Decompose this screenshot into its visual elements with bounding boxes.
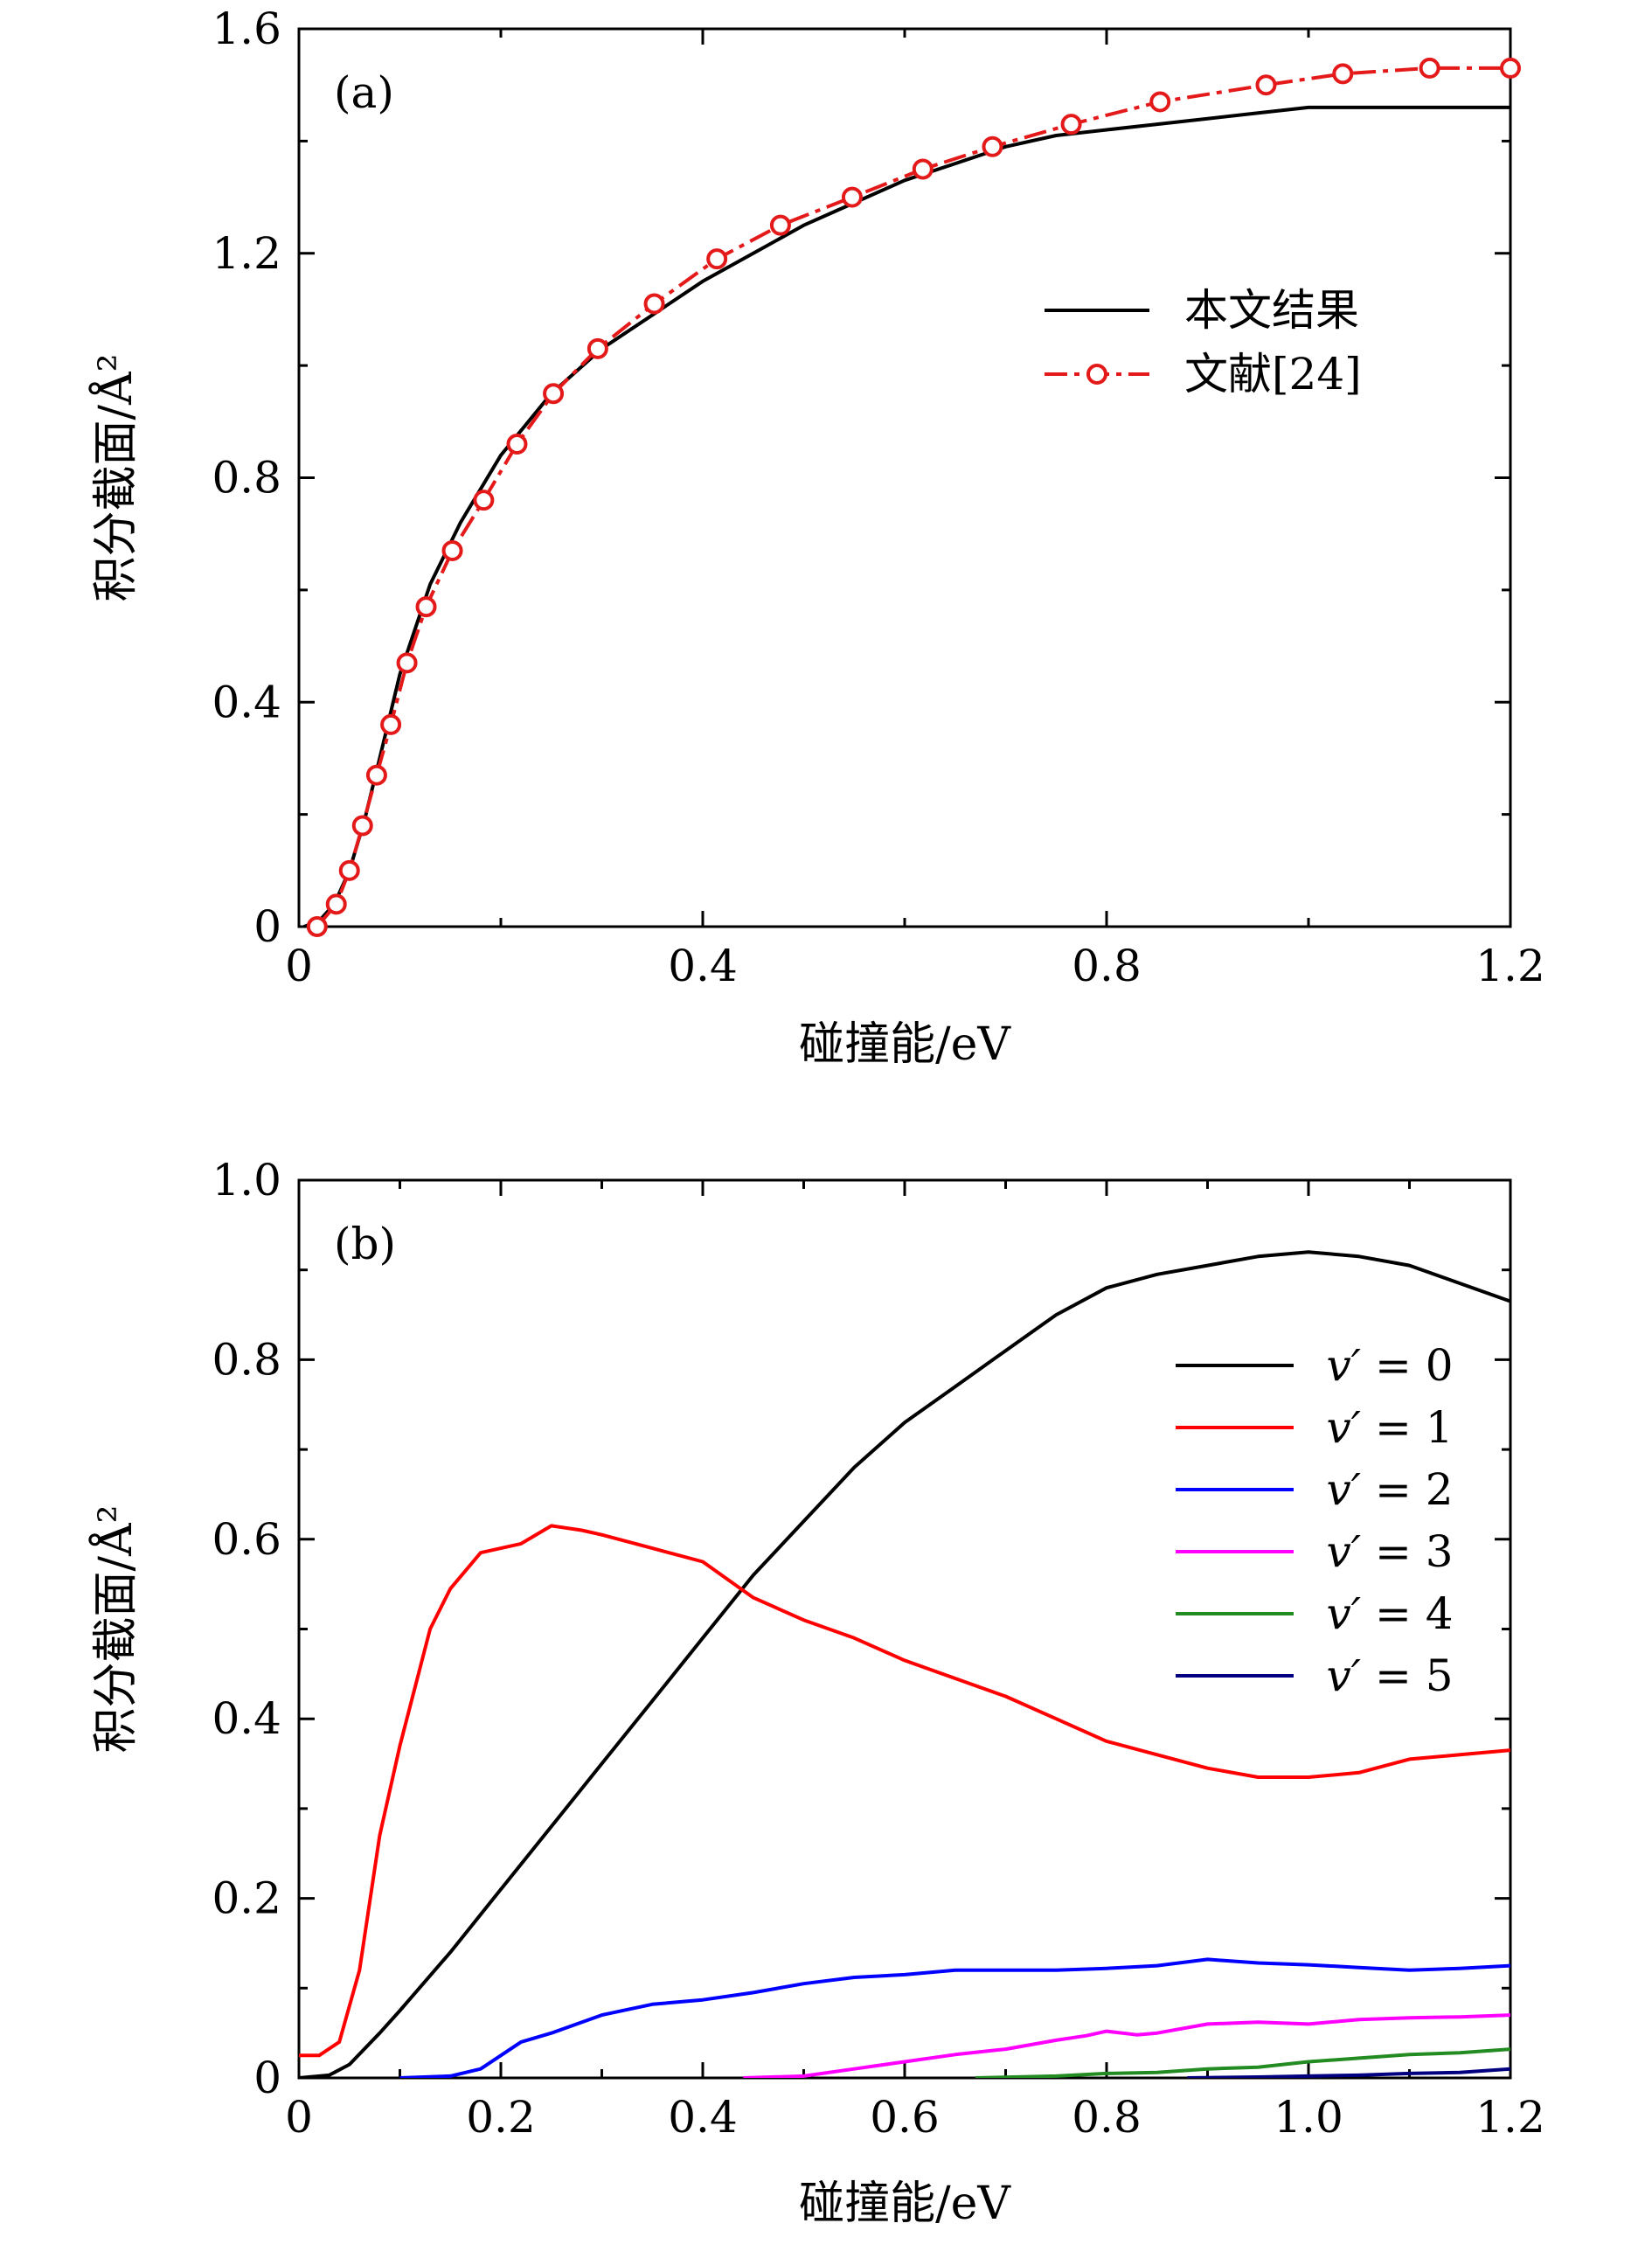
y-tick-label: 0.8 — [212, 453, 281, 504]
data-point-marker — [506, 433, 528, 455]
data-point-marker — [325, 893, 347, 915]
y-tick-label: 1.6 — [212, 3, 281, 54]
data-point-marker — [643, 293, 665, 315]
x-tick-label: 0.6 — [870, 2092, 940, 2143]
y-tick-label: 0.6 — [212, 1514, 281, 1565]
legend-equals: = — [1361, 1526, 1426, 1577]
panel-label: (b) — [334, 1219, 396, 1269]
legend-label-5: v′ = 5 — [1326, 1650, 1453, 1701]
legend-math-value: 0 — [1426, 1340, 1454, 1391]
chart-panel-a: 0 0.4 0.8 1.2 0 0.4 0.8 1.2 1.6 碰撞能/eV 积分截面/Å² (a) 本… — [88, 3, 1545, 1071]
legend-equals: = — [1361, 1340, 1426, 1391]
legend-equals: = — [1361, 1464, 1426, 1515]
legend-math-var: v′ — [1326, 1526, 1361, 1577]
legend-marker — [1086, 364, 1107, 385]
y-tick-label: 1.2 — [212, 228, 281, 279]
data-point-marker — [365, 764, 387, 786]
legend-math-var: v′ — [1326, 1588, 1361, 1639]
x-tick-label: 0.4 — [668, 2092, 738, 2143]
y-tick-label: 0.8 — [212, 1334, 281, 1385]
legend-math-value: 1 — [1426, 1402, 1454, 1453]
data-point-marker — [380, 713, 402, 735]
x-tick-label: 0.8 — [1072, 941, 1142, 991]
x-tick-label: 1.2 — [1475, 941, 1545, 991]
legend-label-1: 文献[24] — [1184, 349, 1362, 399]
legend-math-var: v′ — [1326, 1402, 1361, 1453]
x-tick-label: 1.2 — [1475, 2092, 1545, 2143]
data-point-marker — [912, 158, 934, 180]
legend-label-3: v′ = 3 — [1326, 1526, 1453, 1577]
x-tick-label: 0 — [285, 2092, 313, 2143]
legend-math-value: 3 — [1426, 1526, 1454, 1577]
y-tick-label: 0 — [253, 2053, 281, 2103]
y-axis-title: 积分截面/Å² — [88, 354, 142, 602]
x-axis-title: 碰撞能/eV — [799, 2178, 1011, 2230]
series-line-2 — [399, 1957, 1510, 2078]
data-point-marker — [1149, 91, 1171, 113]
series-line-3 — [743, 2013, 1510, 2078]
legend-equals: = — [1361, 1588, 1426, 1639]
y-tick-label: 0 — [253, 901, 281, 952]
y-tick-label: 0.4 — [212, 1693, 281, 1744]
legend-math-value: 5 — [1426, 1650, 1454, 1701]
x-tick-label: 0.2 — [466, 2092, 536, 2143]
plot-frame — [297, 27, 1512, 928]
data-point-marker — [543, 383, 565, 405]
data-point-marker — [769, 214, 791, 236]
legend-math-value: 4 — [1426, 1588, 1454, 1639]
data-point-marker — [587, 337, 608, 359]
data-point-marker — [1332, 63, 1354, 85]
y-tick-label: 1.0 — [212, 1155, 281, 1205]
x-axis-title: 碰撞能/eV — [799, 1018, 1011, 1071]
legend-label-2: v′ = 2 — [1326, 1464, 1453, 1515]
data-point-marker — [1255, 74, 1277, 96]
series-line-1 — [316, 66, 1510, 927]
data-point-marker — [473, 490, 495, 511]
data-point-marker — [1419, 57, 1440, 79]
y-axis-title: 积分截面/Å² — [88, 1505, 142, 1754]
legend-equals: = — [1361, 1402, 1426, 1453]
data-point-marker — [441, 539, 463, 561]
data-point-marker — [351, 815, 373, 837]
data-point-marker — [306, 916, 328, 937]
chart-panel-b: 0 0.2 0.4 0.6 0.8 1.0 1.2 0 0.2 0.4 0.6 0.8 1.0 碰撞能/e… — [88, 1155, 1545, 2230]
x-tick-label: 0.8 — [1072, 2092, 1142, 2143]
y-tick-label: 0.2 — [212, 1873, 281, 1924]
legend-label-1: v′ = 1 — [1326, 1402, 1453, 1453]
series-line-0 — [299, 1250, 1510, 2078]
legend-label-0: 本文结果 — [1184, 285, 1359, 336]
data-point-marker — [706, 248, 728, 270]
series-line-5 — [1187, 2067, 1510, 2078]
legend-math-var: v′ — [1326, 1650, 1361, 1701]
legend-math-var: v′ — [1326, 1340, 1361, 1391]
data-point-marker — [338, 859, 360, 881]
series-line-1 — [299, 1524, 1510, 2058]
legend-label-0: v′ = 0 — [1326, 1340, 1453, 1391]
data-point-marker — [415, 596, 437, 618]
legend-equals: = — [1361, 1650, 1426, 1701]
data-point-marker — [982, 135, 1003, 157]
series-line-4 — [975, 2047, 1510, 2078]
x-tick-label: 1.0 — [1274, 2092, 1343, 2143]
series-line-0 — [303, 105, 1510, 927]
data-point-marker — [396, 652, 418, 674]
data-point-marker — [841, 186, 863, 208]
data-point-marker — [1060, 114, 1082, 135]
legend-math-value: 2 — [1426, 1464, 1454, 1515]
legend-math-var: v′ — [1326, 1464, 1361, 1515]
y-tick-label: 0.4 — [212, 677, 281, 727]
panel-label: (a) — [334, 67, 394, 118]
legend-label-4: v′ = 4 — [1326, 1588, 1453, 1639]
x-tick-label: 0.4 — [668, 941, 738, 991]
x-tick-label: 0 — [285, 941, 313, 991]
data-point-marker — [1500, 57, 1521, 79]
